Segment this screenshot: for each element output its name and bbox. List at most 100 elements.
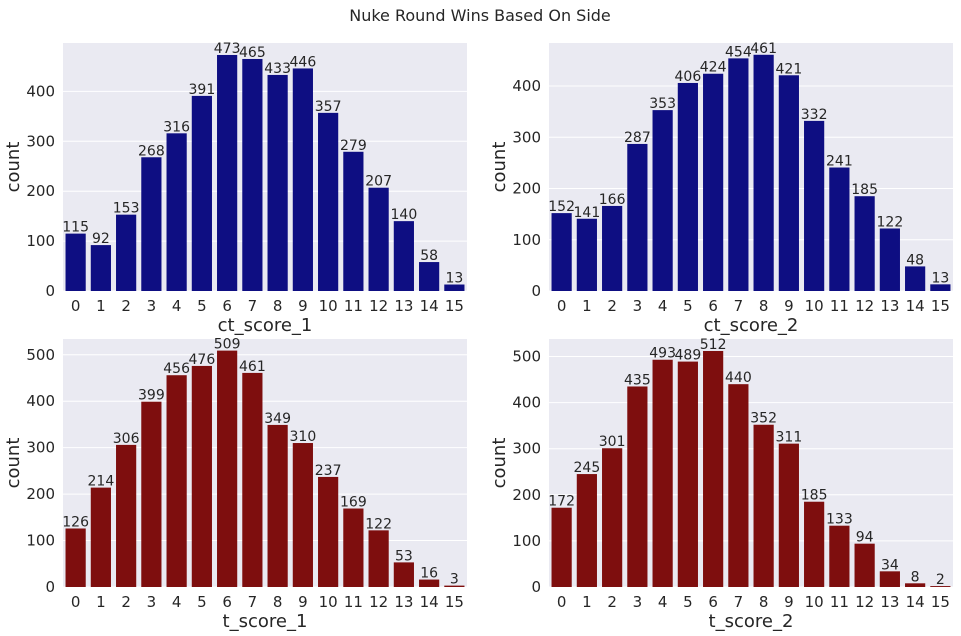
x-tick-label: 3 xyxy=(633,593,643,611)
bar xyxy=(90,245,111,291)
x-tick-label: 4 xyxy=(172,297,182,315)
bar xyxy=(753,54,774,291)
y-tick-label: 200 xyxy=(512,486,541,504)
bar xyxy=(318,112,339,291)
bar-value-label: 279 xyxy=(340,138,367,154)
x-tick-label: 7 xyxy=(734,297,744,315)
bar-value-label: 301 xyxy=(599,434,626,450)
bar-value-label: 53 xyxy=(395,548,413,564)
bar-value-label: 16 xyxy=(420,566,438,582)
x-tick-label: 13 xyxy=(880,297,899,315)
bar xyxy=(930,284,951,291)
y-tick-label: 0 xyxy=(531,282,541,300)
x-tick-label: 11 xyxy=(830,593,849,611)
bar xyxy=(677,82,698,291)
y-axis-label: count xyxy=(489,438,510,489)
subplot-t_score_1: 0100200300400500126021413062399345644765… xyxy=(3,337,467,632)
bar xyxy=(879,228,900,291)
x-tick-label: 1 xyxy=(582,593,592,611)
y-axis-label: count xyxy=(3,142,24,193)
x-axis-label: t_score_2 xyxy=(709,611,794,632)
y-tick-label: 0 xyxy=(45,282,55,300)
x-tick-label: 5 xyxy=(197,297,207,315)
y-axis-label: count xyxy=(489,142,510,193)
x-tick-label: 14 xyxy=(420,297,439,315)
bar xyxy=(753,424,774,587)
x-tick-label: 1 xyxy=(96,593,106,611)
bar xyxy=(905,266,926,291)
bar xyxy=(879,571,900,587)
x-tick-label: 13 xyxy=(394,297,413,315)
bar xyxy=(292,443,313,587)
x-tick-label: 15 xyxy=(445,593,464,611)
x-tick-label: 7 xyxy=(248,593,258,611)
x-tick-label: 8 xyxy=(273,593,283,611)
bar xyxy=(65,233,86,291)
bar-value-label: 435 xyxy=(624,372,651,388)
x-tick-label: 14 xyxy=(906,297,925,315)
bar-value-label: 473 xyxy=(214,41,241,57)
x-tick-label: 6 xyxy=(222,593,232,611)
bar xyxy=(242,372,263,587)
bar xyxy=(627,386,648,587)
x-tick-label: 10 xyxy=(805,297,824,315)
bar-value-label: 332 xyxy=(801,107,828,123)
x-tick-label: 11 xyxy=(830,297,849,315)
bar xyxy=(393,221,414,291)
x-tick-label: 11 xyxy=(344,297,363,315)
bar-value-label: 461 xyxy=(239,359,266,375)
x-tick-label: 13 xyxy=(394,593,413,611)
y-tick-label: 300 xyxy=(512,440,541,458)
y-tick-label: 400 xyxy=(512,77,541,95)
bar xyxy=(627,143,648,291)
bar-value-label: 399 xyxy=(138,388,165,404)
bar-value-label: 353 xyxy=(649,96,676,112)
bar xyxy=(804,501,825,587)
bar-value-label: 172 xyxy=(548,494,575,510)
x-tick-label: 2 xyxy=(121,593,131,611)
x-tick-label: 14 xyxy=(906,593,925,611)
bar-value-label: 141 xyxy=(574,205,601,221)
bar-value-label: 92 xyxy=(92,231,110,247)
y-tick-label: 200 xyxy=(26,485,55,503)
bar-value-label: 268 xyxy=(138,143,165,159)
x-tick-label: 8 xyxy=(759,593,769,611)
subplot-ct_score_2: 0100200300400152014111662287335344065424… xyxy=(489,41,953,336)
x-tick-label: 5 xyxy=(197,593,207,611)
bar-value-label: 489 xyxy=(675,348,702,364)
x-tick-label: 3 xyxy=(147,297,157,315)
bar-value-label: 185 xyxy=(801,488,828,504)
bar xyxy=(191,95,212,291)
bar xyxy=(343,508,364,587)
x-tick-label: 8 xyxy=(273,297,283,315)
x-tick-label: 0 xyxy=(557,593,567,611)
bar xyxy=(141,157,162,291)
bar xyxy=(576,218,597,291)
y-axis-label: count xyxy=(3,438,24,489)
x-tick-label: 10 xyxy=(319,593,338,611)
bar xyxy=(652,110,673,292)
x-tick-label: 10 xyxy=(805,593,824,611)
bar-value-label: 133 xyxy=(826,512,853,528)
bar-value-label: 8 xyxy=(911,569,920,585)
bar xyxy=(602,205,623,291)
bar-value-label: 152 xyxy=(548,199,575,215)
subplot-t_score_2: 0100200300400500172024513012435349344895… xyxy=(489,337,953,632)
bar-value-label: 185 xyxy=(851,182,878,198)
bar-value-label: 446 xyxy=(290,54,317,70)
bar xyxy=(930,586,951,587)
bar-value-label: 311 xyxy=(776,430,803,446)
y-tick-label: 100 xyxy=(26,532,55,550)
x-tick-label: 2 xyxy=(607,593,617,611)
bar-value-label: 169 xyxy=(340,495,367,511)
bar xyxy=(854,196,875,291)
x-tick-label: 4 xyxy=(658,593,668,611)
bar xyxy=(267,424,288,587)
bar-value-label: 424 xyxy=(700,60,727,76)
bar-value-label: 34 xyxy=(881,557,899,573)
bar xyxy=(703,73,724,291)
bar-value-label: 465 xyxy=(239,45,266,61)
bar xyxy=(677,361,698,587)
bar-value-label: 433 xyxy=(264,61,291,77)
